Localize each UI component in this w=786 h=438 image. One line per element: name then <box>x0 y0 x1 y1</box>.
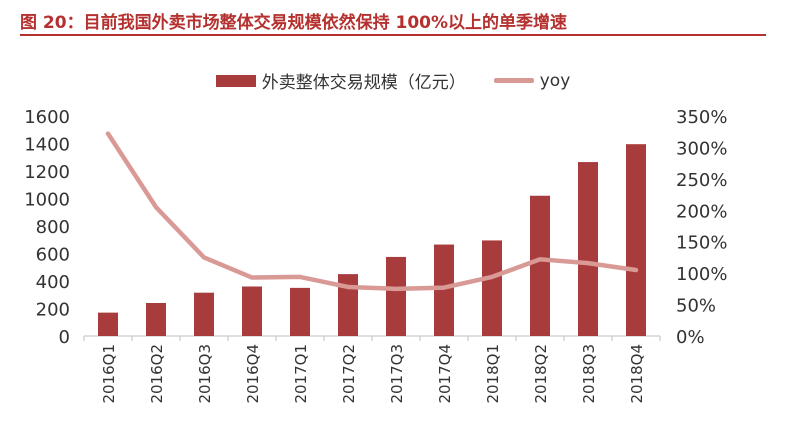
legend-label-bar: 外卖整体交易规模（亿元） <box>261 73 466 93</box>
y-left-tick-label: 1200 <box>24 162 70 183</box>
bar-mark <box>290 287 310 336</box>
x-tick-label: 2018Q3 <box>580 344 598 404</box>
y-left-tick-label: 0 <box>59 327 70 348</box>
legend-swatch-bar <box>215 74 256 87</box>
y-right-tick-label: 50% <box>676 296 716 317</box>
y-right-tick-label: 0% <box>676 327 705 348</box>
bar-mark <box>338 274 358 336</box>
y-left-tick-label: 1400 <box>24 135 70 156</box>
x-tick-label: 2016Q2 <box>148 344 166 404</box>
bar-mark <box>482 240 502 336</box>
x-tick-label: 2017Q1 <box>292 344 310 404</box>
bar-mark <box>146 303 166 336</box>
y-left-tick-label: 1600 <box>24 107 70 128</box>
bar-mark <box>386 256 406 336</box>
bar-mark <box>530 195 550 336</box>
legend-swatch-line <box>493 78 534 83</box>
y-left-tick-label: 800 <box>36 217 70 238</box>
x-tick-label: 2017Q3 <box>388 344 406 404</box>
legend-item-bar: 外卖整体交易规模（亿元） <box>215 68 466 93</box>
y-right-tick-label: 250% <box>676 170 727 191</box>
x-tick-label: 2018Q4 <box>628 344 646 404</box>
x-tick-label: 2016Q3 <box>196 344 214 404</box>
bar-mark <box>434 244 454 336</box>
y-right-tick-label: 150% <box>676 233 727 254</box>
x-tick-label: 2016Q4 <box>244 344 262 404</box>
legend-item-line: yoy <box>493 68 571 93</box>
y-left-tick-label: 600 <box>36 245 70 266</box>
bar-mark <box>626 144 646 336</box>
y-left-tick-label: 200 <box>36 300 70 321</box>
y-right-tick-label: 100% <box>676 264 727 285</box>
legend-label-line: yoy <box>539 70 571 91</box>
y-left-tick-label: 400 <box>36 272 70 293</box>
x-tick-label: 2017Q2 <box>340 344 358 404</box>
bar-mark <box>98 312 118 336</box>
bar-mark <box>578 162 598 336</box>
bar-mark <box>194 292 214 336</box>
y-right-tick-label: 200% <box>676 201 727 222</box>
figure-title: 图 20：目前我国外卖市场整体交易规模依然保持 100%以上的单季增速 <box>20 13 568 33</box>
y-right-tick-label: 350% <box>676 107 727 128</box>
chart-legend: 外卖整体交易规模（亿元） yoy <box>0 68 786 93</box>
yoy-series-line <box>105 131 639 292</box>
y-right-tick-label: 300% <box>676 138 727 159</box>
x-tick-label: 2016Q1 <box>100 344 118 404</box>
x-tick-label: 2018Q1 <box>484 344 502 404</box>
x-tick-label: 2018Q2 <box>532 344 550 404</box>
x-tick-label: 2017Q4 <box>436 344 454 404</box>
title-divider <box>20 34 766 36</box>
bar-mark <box>242 286 262 336</box>
y-left-tick-label: 1000 <box>24 190 70 211</box>
